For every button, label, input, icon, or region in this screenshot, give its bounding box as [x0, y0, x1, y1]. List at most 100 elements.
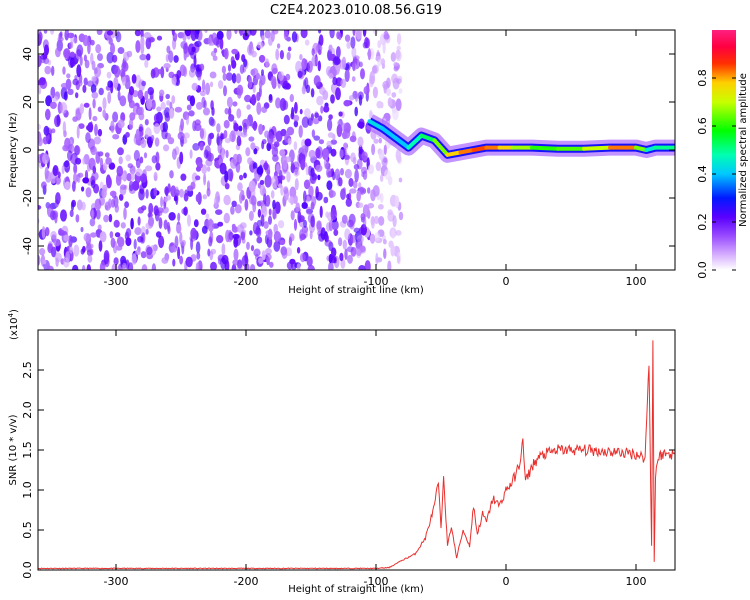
- noise-blob: [108, 213, 113, 223]
- noise-blob: [69, 59, 77, 67]
- noise-blob: [75, 92, 79, 99]
- noise-blob: [113, 219, 120, 228]
- noise-blob: [166, 45, 171, 54]
- noise-blob: [265, 248, 272, 255]
- noise-blob: [153, 171, 158, 181]
- noise-blob: [132, 180, 140, 191]
- noise-blob: [398, 177, 403, 183]
- noise-blob: [205, 82, 211, 96]
- noise-blob: [201, 164, 208, 174]
- noise-blob: [231, 200, 237, 207]
- noise-blob: [82, 34, 89, 47]
- noise-blob: [117, 236, 125, 248]
- noise-blob: [381, 63, 385, 69]
- noise-blob: [258, 123, 264, 135]
- noise-blob: [304, 108, 311, 118]
- signal-segment: [432, 138, 450, 157]
- noise-blob: [339, 149, 344, 159]
- noise-blob: [235, 161, 241, 173]
- noise-blob: [340, 78, 347, 89]
- noise-blob: [43, 125, 50, 136]
- noise-blob: [246, 104, 251, 110]
- noise-blob: [124, 201, 129, 209]
- noise-blob: [363, 86, 370, 95]
- noise-blob: [102, 109, 106, 118]
- noise-blob: [305, 164, 309, 176]
- noise-blob: [103, 162, 108, 171]
- noise-blob: [83, 232, 91, 242]
- noise-blob: [97, 128, 103, 137]
- noise-blob: [383, 157, 388, 164]
- noise-blob: [358, 94, 363, 106]
- noise-blob: [97, 224, 102, 231]
- noise-blob: [253, 148, 258, 155]
- noise-blob: [301, 85, 306, 95]
- signal-segment: [393, 136, 411, 150]
- noise-blob: [134, 227, 142, 236]
- noise-blob: [247, 44, 254, 56]
- noise-blob: [316, 220, 322, 231]
- noise-blob: [158, 217, 163, 229]
- noise-blob: [175, 224, 182, 234]
- noise-blob: [173, 195, 178, 202]
- noise-blob: [328, 73, 334, 79]
- noise-blob: [264, 30, 272, 39]
- noise-blob: [90, 232, 97, 238]
- noise-blob: [312, 117, 320, 125]
- noise-blob: [333, 229, 339, 237]
- noise-blob: [125, 237, 132, 247]
- noise-blob: [228, 106, 232, 117]
- noise-blob: [346, 219, 354, 228]
- noise-blob: [250, 245, 255, 252]
- noise-blob: [228, 133, 233, 142]
- noise-blob: [380, 174, 384, 182]
- noise-blob: [190, 49, 197, 60]
- noise-blob: [252, 84, 256, 94]
- noise-blob: [209, 250, 214, 261]
- noise-blob: [168, 71, 175, 79]
- noise-blob: [141, 264, 148, 270]
- noise-blob: [126, 50, 133, 58]
- noise-blob: [299, 108, 303, 115]
- noise-blob: [44, 227, 50, 237]
- noise-blob: [140, 138, 147, 149]
- noise-blob: [156, 106, 162, 112]
- noise-blob: [145, 189, 149, 199]
- noise-blob: [148, 202, 154, 215]
- noise-blob: [126, 173, 132, 182]
- noise-blob: [68, 41, 74, 49]
- noise-blob: [47, 243, 53, 254]
- noise-blob: [328, 188, 334, 199]
- noise-blob: [184, 189, 189, 196]
- noise-blob: [305, 206, 313, 215]
- noise-blob: [344, 168, 352, 179]
- figure-title: C2E4.2023.010.08.56.G19: [270, 3, 442, 18]
- noise-blob: [355, 243, 363, 256]
- noise-blob: [146, 246, 153, 256]
- noise-blob: [361, 151, 368, 161]
- noise-blob: [180, 41, 188, 49]
- noise-blob: [250, 264, 256, 270]
- noise-blob: [337, 32, 342, 41]
- noise-blob: [300, 145, 308, 155]
- noise-blob: [349, 188, 357, 194]
- noise-blob: [310, 201, 315, 210]
- noise-blob: [201, 79, 206, 92]
- noise-blob: [38, 31, 43, 42]
- noise-blob: [294, 178, 299, 191]
- noise-blob: [263, 162, 269, 171]
- noise-blob: [351, 234, 357, 244]
- noise-blob: [120, 222, 126, 229]
- noise-blob: [223, 85, 227, 97]
- noise-blob: [125, 131, 130, 138]
- noise-blob: [141, 80, 147, 87]
- noise-blob: [258, 79, 263, 89]
- noise-blob: [87, 41, 91, 55]
- noise-blob: [79, 103, 85, 115]
- noise-blob: [172, 258, 176, 267]
- noise-blob: [394, 195, 400, 208]
- noise-blob: [167, 221, 170, 232]
- noise-blob: [138, 106, 144, 116]
- noise-blob: [179, 255, 184, 265]
